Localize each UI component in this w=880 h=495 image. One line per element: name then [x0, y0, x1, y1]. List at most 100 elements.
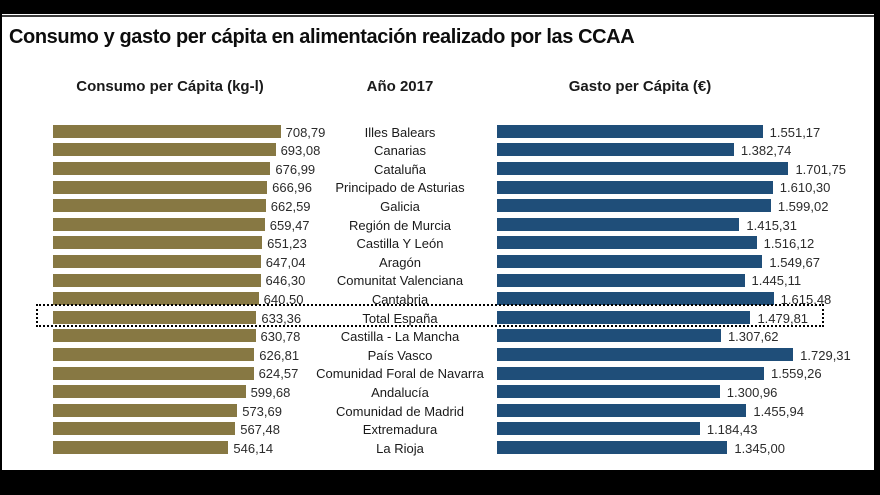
gasto-bar: [497, 161, 789, 175]
category-label: Comunidad Foral de Navarra: [316, 366, 484, 382]
category-label: Total España: [362, 310, 438, 326]
frame-left-edge: [0, 0, 2, 495]
gasto-bar: [497, 422, 700, 436]
consumo-value-label: 633,36: [261, 310, 302, 326]
gasto-value-label: 1.445,11: [751, 273, 802, 289]
category-label: Aragón: [379, 254, 421, 270]
category-label: País Vasco: [367, 347, 433, 363]
chart-row: 646,30 Comunitat Valenciana 1.445,11: [0, 271, 880, 290]
chart-row: 630,78 Castilla - La Mancha 1.307,62: [0, 327, 880, 346]
chart-row: 693,08 Canarias 1.382,74: [0, 141, 880, 160]
gasto-value-label: 1.479,81: [757, 310, 809, 326]
year-header: Año 2017: [366, 78, 434, 95]
gasto-value-label: 1.455,94: [753, 403, 804, 419]
chart-row: 666,96 Principado de Asturias 1.610,30: [0, 178, 880, 197]
chart-row: 626,81 País Vasco 1.729,31: [0, 345, 880, 364]
gasto-bar: [497, 273, 745, 287]
gasto-value-label: 1.516,12: [763, 236, 815, 252]
chart-row: 640,50 Cantabria 1.615,48: [0, 289, 880, 308]
category-label: Castilla - La Mancha: [340, 329, 460, 345]
chart-row: 546,14 La Rioja 1.345,00: [0, 438, 880, 457]
total-espana-highlight-box: [36, 303, 824, 327]
gasto-bar: [497, 254, 763, 268]
gasto-bar: [497, 199, 771, 213]
chart-row: 676,99 Cataluña 1.701,75: [0, 159, 880, 178]
consumo-value-label: 651,23: [267, 236, 307, 252]
gasto-value-label: 1.701,75: [795, 161, 847, 177]
gasto-value-label: 1.345,00: [734, 440, 785, 456]
gasto-bar: [497, 217, 740, 231]
gasto-bar: [497, 124, 763, 138]
chart-row: 651,23 Castilla Y León 1.516,12: [0, 234, 880, 253]
chart-row: 659,47 Región de Murcia 1.415,31: [0, 215, 880, 234]
consumo-bar: [53, 236, 263, 250]
category-label: La Rioja: [376, 440, 424, 456]
gasto-value-label: 1.549,67: [769, 254, 820, 270]
frame-right-edge: [874, 0, 880, 495]
consumo-value-label: 626,81: [259, 347, 300, 363]
gasto-value-label: 1.382,74: [740, 143, 792, 159]
chart-row: 647,04 Aragón 1.549,67: [0, 252, 880, 271]
consumo-bar: [53, 254, 261, 268]
consumo-bar: [53, 199, 266, 213]
consumo-value-label: 693,08: [280, 143, 321, 159]
consumo-bar: [53, 143, 276, 157]
consumo-bar: [53, 217, 265, 231]
chart-title: Consumo y gasto per cápita en alimentaci…: [9, 26, 635, 48]
gasto-bar: [497, 143, 734, 157]
gasto-value-label: 1.729,31: [800, 347, 851, 363]
consumo-bar: [53, 124, 281, 138]
gasto-bar: [497, 347, 794, 361]
consumo-bar: [53, 161, 271, 175]
category-label: Illes Balears: [364, 124, 436, 140]
gasto-value-label: 1.307,62: [727, 329, 779, 345]
consumo-value-label: 662,59: [270, 198, 311, 214]
category-label: Galicia: [380, 198, 420, 214]
category-label: Cataluña: [373, 161, 427, 177]
gasto-bar: [497, 329, 721, 343]
gasto-bar: [497, 180, 773, 194]
gasto-bar: [497, 385, 720, 399]
consumo-value-label: 567,48: [240, 422, 280, 438]
chart-row: 573,69 Comunidad de Madrid 1.455,94: [0, 401, 880, 420]
gasto-bar: [497, 292, 774, 306]
category-label: Extremadura: [362, 422, 438, 438]
category-label: Castilla Y León: [356, 236, 444, 252]
consumo-bar: [53, 366, 254, 380]
consumo-bar: [53, 292, 259, 306]
chart-row: 624,57 Comunidad Foral de Navarra 1.559,26: [0, 364, 880, 383]
consumo-value-label: 646,30: [265, 273, 306, 289]
category-label: Región de Murcia: [349, 217, 451, 233]
category-label: Cantabria: [371, 291, 429, 307]
category-label: Principado de Asturias: [335, 180, 465, 196]
consumo-value-label: 573,69: [242, 403, 282, 419]
frame-top-rule: [0, 15, 880, 17]
consumo-value-label: 647,04: [265, 254, 306, 270]
consumo-value-label: 546,14: [233, 440, 274, 456]
gasto-value-label: 1.415,31: [746, 217, 797, 233]
frame-bottom-bar: [0, 470, 880, 495]
chart-row: 599,68 Andalucía 1.300,96: [0, 382, 880, 401]
gasto-value-label: 1.599,02: [777, 198, 829, 214]
consumo-bar: [53, 347, 255, 361]
gasto-value-label: 1.610,30: [779, 180, 831, 196]
chart-row: 567,48 Extremadura 1.184,43: [0, 420, 880, 439]
consumo-bar: [53, 180, 268, 194]
gasto-bar: [497, 310, 751, 324]
chart-row: 708,79 Illes Balears 1.551,17: [0, 122, 880, 141]
consumo-bar: [53, 440, 229, 454]
consumo-value-label: 676,99: [275, 161, 316, 177]
gasto-value-label: 1.184,43: [706, 422, 758, 438]
gasto-axis-header: Gasto per Cápita (€): [568, 78, 712, 95]
consumo-value-label: 624,57: [258, 366, 299, 382]
chart-rows: 708,79 Illes Balears 1.551,17 693,08 Canaria…: [0, 122, 880, 462]
gasto-bar: [497, 236, 757, 250]
consumo-bar: [53, 329, 256, 343]
gasto-bar: [497, 403, 747, 417]
consumo-bar: [53, 422, 236, 436]
gasto-value-label: 1.615,48: [780, 291, 832, 307]
gasto-value-label: 1.559,26: [771, 366, 822, 382]
chart-row: 662,59 Galicia 1.599,02: [0, 196, 880, 215]
category-label: Andalucía: [371, 384, 429, 400]
